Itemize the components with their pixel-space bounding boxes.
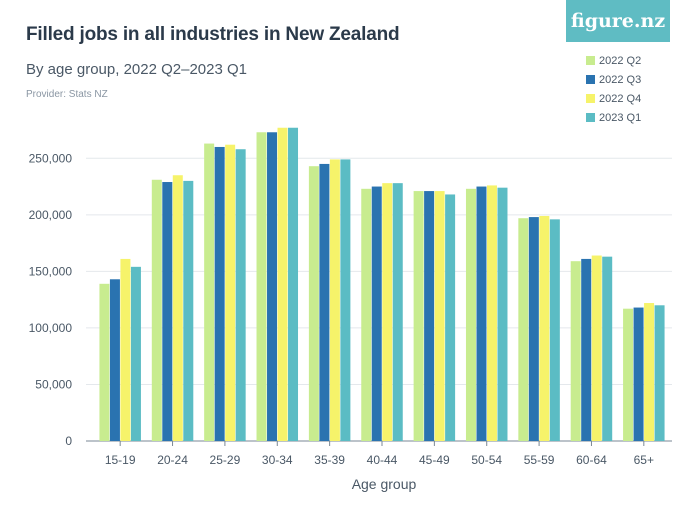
bar (319, 163, 330, 441)
legend-label: 2022 Q3 (599, 73, 642, 86)
legend-swatch (586, 94, 595, 103)
bar (602, 256, 613, 441)
chart-title: Filled jobs in all industries in New Zea… (26, 24, 400, 45)
bar (392, 183, 403, 442)
bar (413, 191, 424, 441)
legend-item: 2022 Q2 (586, 51, 641, 70)
x-tick-label: 25-29 (210, 453, 241, 467)
x-tick-label: 45-49 (419, 453, 450, 467)
bar (151, 179, 162, 441)
legend-label: 2022 Q4 (599, 92, 642, 105)
x-tick-label: 15-19 (105, 453, 136, 467)
bar (518, 218, 529, 441)
x-tick-label: 60-64 (576, 453, 607, 467)
x-tick-label: 40-44 (367, 453, 398, 467)
x-tick-label: 65+ (634, 453, 654, 467)
bar (162, 182, 173, 441)
data-provider: Provider: Stats NZ (26, 89, 108, 100)
bar (204, 143, 215, 441)
y-tick-label: 0 (65, 434, 72, 448)
legend-swatch (586, 75, 595, 84)
legend-label: 2022 Q2 (599, 54, 642, 67)
bar (497, 187, 508, 441)
x-tick-label: 30-34 (262, 453, 293, 467)
chart-legend: 2022 Q2 2022 Q3 2022 Q4 2023 Q1 (586, 51, 641, 127)
bar (371, 186, 382, 441)
x-tick-label: 35-39 (314, 453, 345, 467)
x-tick-label: 20-24 (157, 453, 188, 467)
chart-subtitle: By age group, 2022 Q2–2023 Q1 (26, 61, 248, 78)
y-tick-label: 100,000 (29, 321, 73, 335)
bar (214, 146, 225, 442)
bar (445, 194, 456, 441)
bar (308, 166, 319, 441)
bar (340, 159, 351, 442)
bar (288, 127, 299, 441)
y-tick-label: 50,000 (35, 377, 72, 391)
bar (256, 132, 267, 441)
bar (633, 307, 644, 441)
bar (591, 255, 602, 441)
bar (486, 185, 497, 441)
legend-item: 2022 Q4 (586, 89, 641, 108)
bar (267, 132, 278, 441)
bar (277, 127, 288, 441)
bar (183, 180, 194, 441)
bar (654, 305, 665, 441)
y-tick-label: 150,000 (29, 264, 73, 278)
bar (329, 159, 340, 442)
bar (581, 258, 592, 441)
legend-label: 2023 Q1 (599, 111, 642, 124)
bar (424, 191, 435, 441)
x-tick-label: 55-59 (524, 453, 555, 467)
bar (539, 215, 550, 441)
bar (109, 279, 120, 441)
bar (528, 217, 539, 441)
legend-item: 2023 Q1 (586, 108, 641, 127)
bar (361, 188, 372, 441)
y-tick-label: 250,000 (29, 151, 73, 165)
bar (644, 303, 655, 441)
legend-swatch (586, 113, 595, 122)
bar (623, 308, 634, 441)
x-tick-label: 50-54 (471, 453, 502, 467)
bar (549, 219, 560, 441)
y-tick-label: 200,000 (29, 208, 73, 222)
legend-item: 2022 Q3 (586, 70, 641, 89)
bar (434, 191, 445, 441)
bar (465, 188, 476, 441)
legend-swatch (586, 56, 595, 65)
bar (130, 266, 141, 441)
bar (172, 175, 183, 441)
bar (225, 144, 236, 441)
bar (235, 149, 246, 441)
bar (120, 258, 131, 441)
bar (476, 186, 487, 441)
bar (570, 261, 581, 441)
bar (99, 283, 110, 441)
x-axis-label: Age group (352, 476, 417, 492)
bar (382, 183, 393, 442)
figure-nz-logo[interactable]: figure.nz (566, 0, 670, 42)
